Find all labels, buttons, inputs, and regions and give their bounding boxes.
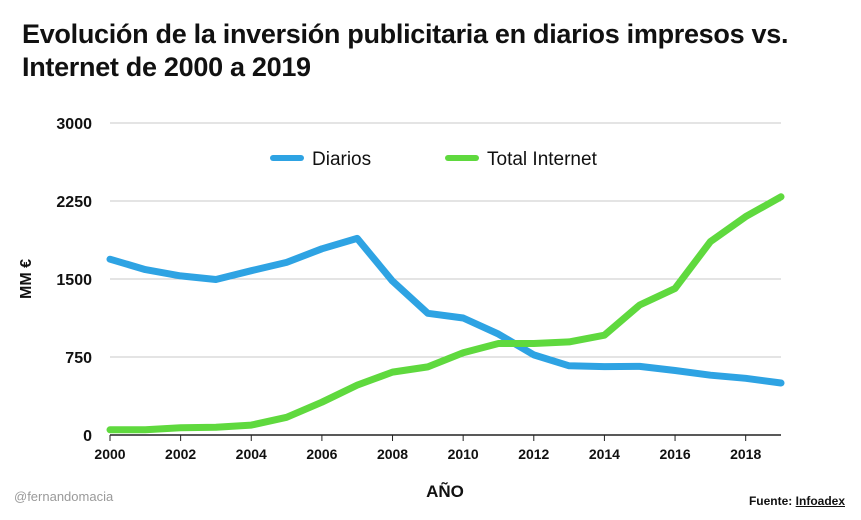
legend-label-diarios: Diarios: [312, 149, 371, 170]
x-tick-label-2002: 2002: [165, 446, 196, 462]
series-lines: [106, 193, 785, 434]
x-tick-label-2014: 2014: [589, 446, 620, 462]
y-tick-label-3000: 3000: [56, 116, 92, 133]
y-tick-label-2250: 2250: [56, 194, 92, 211]
y-tick-label-0: 0: [83, 428, 92, 445]
x-tick-label-2000: 2000: [94, 446, 125, 462]
series-line-total-internet: [106, 193, 785, 434]
x-axis-label: AÑO: [426, 481, 464, 501]
x-axis-ticks: 2000 2002 2004 2006 2008 2010 2012 2014 2016 2018: [94, 435, 761, 462]
source-link[interactable]: Infoadex: [795, 494, 845, 508]
x-tick-label-2004: 2004: [236, 446, 267, 462]
y-axis-ticks: 0 750 1500 2250 3000: [56, 116, 92, 445]
source-label: Fuente:: [748, 494, 793, 508]
watermark: @fernandomacia: [14, 489, 114, 504]
y-tick-label-1500: 1500: [56, 272, 92, 289]
x-tick-label-2010: 2010: [448, 446, 479, 462]
x-tick-label-2012: 2012: [518, 446, 549, 462]
x-tick-label-2018: 2018: [730, 446, 761, 462]
x-tick-label-2008: 2008: [377, 446, 408, 462]
chart-title: Evolución de la inversión publicitaria e…: [22, 19, 789, 82]
source-note: Fuente: Infoadex: [749, 494, 845, 508]
x-tick-label-2006: 2006: [306, 446, 337, 462]
y-tick-label-750: 750: [65, 350, 92, 367]
legend-label-total-internet: Total Internet: [487, 149, 598, 170]
series-line-diarios: [106, 234, 785, 387]
legend: Diarios Total Internet: [270, 149, 598, 170]
gridlines: [110, 122, 781, 436]
x-tick-label-2016: 2016: [659, 446, 690, 462]
y-axis-label: MM €: [18, 259, 35, 299]
